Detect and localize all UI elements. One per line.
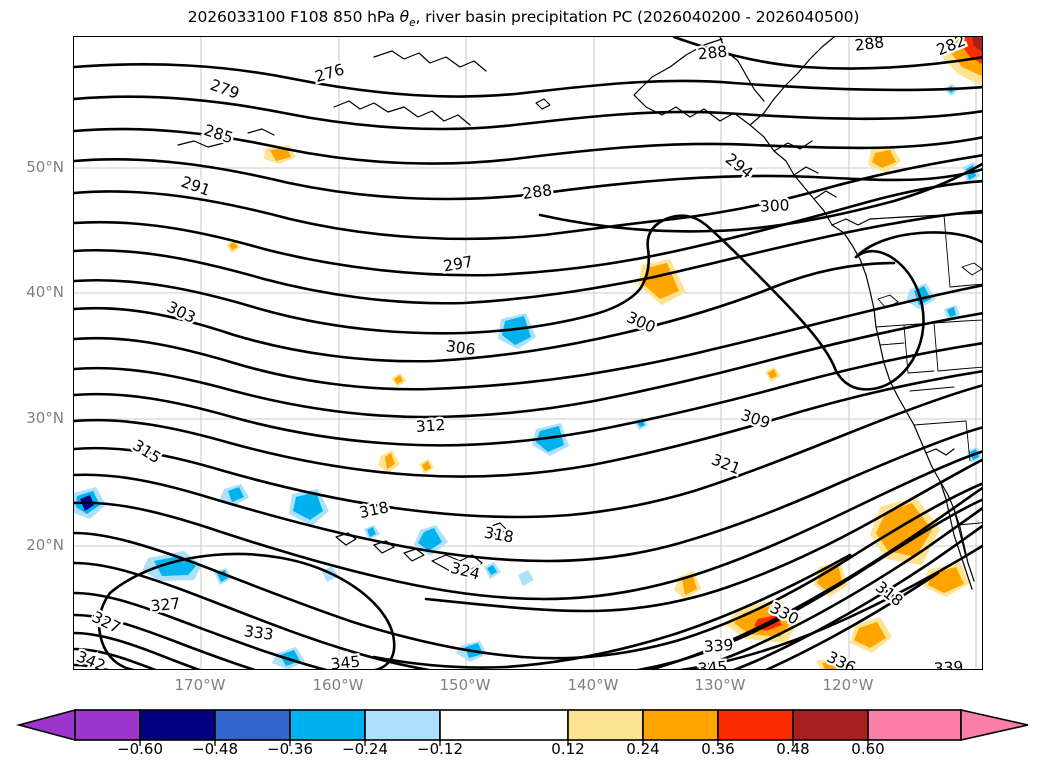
- colorbar-under-arrow: [15, 708, 76, 742]
- colorbar-band-darkred: [792, 709, 869, 741]
- svg-text:276: 276: [313, 60, 346, 85]
- svg-text:300: 300: [759, 196, 789, 216]
- map-plot-area[interactable]: 288 288 282 276 279 285 291 288 294 300 …: [73, 36, 983, 670]
- colorbar-tick-label-8: 0.48: [776, 740, 810, 758]
- theta-e-contours: [74, 37, 982, 669]
- svg-text:345: 345: [330, 653, 361, 670]
- colorbar-band-purple: [74, 709, 141, 741]
- colorbar-tick-label-9: 0.60: [851, 740, 885, 758]
- svg-text:327: 327: [89, 608, 123, 637]
- page-title: 2026033100 F108 850 hPa θe, river basin …: [0, 8, 1047, 29]
- x-tick-label-140w: 140°W: [567, 676, 619, 694]
- colorbar-tick-label-4: −0.12: [417, 740, 463, 758]
- colorbar-tick-label-5: 0.12: [551, 740, 585, 758]
- colorbar-band-cyan: [289, 709, 366, 741]
- colorbar-tick-label-1: −0.48: [192, 740, 238, 758]
- colorbar-over-arrow: [960, 709, 1029, 741]
- colorbar-band-navy: [139, 709, 216, 741]
- svg-text:288: 288: [697, 43, 728, 64]
- y-tick-label-40n: 40°N: [26, 283, 64, 301]
- svg-text:306: 306: [445, 337, 477, 359]
- colorbar-tick-label-0: −0.60: [117, 740, 163, 758]
- colorbar-segments: [15, 708, 1029, 742]
- svg-text:285: 285: [202, 121, 236, 147]
- colorbar-band-paleyellow: [567, 709, 644, 741]
- colorbar[interactable]: −0.60 −0.48 −0.36 −0.24 −0.12 0.12 0.24 …: [0, 700, 1047, 767]
- precip-pc-shading: [74, 37, 982, 669]
- svg-text:339: 339: [703, 636, 734, 656]
- x-tick-label-160w: 160°W: [312, 676, 364, 694]
- title-suffix: , river basin precipitation PC (20260402…: [415, 8, 860, 26]
- colorbar-ticks: [139, 740, 869, 746]
- colorbar-band-white: [439, 709, 569, 741]
- svg-text:345: 345: [697, 658, 728, 670]
- colorbar-band-royalblue: [214, 709, 291, 741]
- title-theta-symbol: θ: [399, 8, 410, 26]
- svg-text:288: 288: [854, 37, 886, 55]
- colorbar-band-orange: [642, 709, 719, 741]
- svg-text:297: 297: [442, 253, 474, 276]
- y-tick-label-20n: 20°N: [26, 536, 64, 554]
- title-prefix: 2026033100 F108 850 hPa: [187, 8, 400, 26]
- colorbar-tick-label-7: 0.36: [701, 740, 735, 758]
- svg-text:333: 333: [243, 622, 275, 644]
- svg-text:318: 318: [483, 524, 515, 547]
- x-tick-label-170w: 170°W: [174, 676, 226, 694]
- svg-text:339: 339: [933, 658, 964, 670]
- title-theta-subscript: e: [409, 17, 416, 30]
- y-tick-label-50n: 50°N: [26, 158, 64, 176]
- svg-text:327: 327: [150, 595, 181, 616]
- x-tick-label-120w: 120°W: [822, 676, 874, 694]
- colorbar-tick-label-2: −0.36: [267, 740, 313, 758]
- colorbar-band-lightblue: [364, 709, 441, 741]
- svg-text:324: 324: [449, 559, 482, 584]
- x-tick-label-150w: 150°W: [439, 676, 491, 694]
- svg-text:342: 342: [74, 647, 108, 670]
- svg-text:315: 315: [129, 436, 164, 467]
- svg-text:321: 321: [709, 450, 743, 478]
- svg-text:312: 312: [415, 416, 446, 436]
- y-tick-label-30n: 30°N: [26, 409, 64, 427]
- svg-text:288: 288: [521, 181, 553, 203]
- colorbar-tick-label-3: −0.24: [342, 740, 388, 758]
- colorbar-tick-label-6: 0.24: [626, 740, 660, 758]
- colorbar-band-orangered: [717, 709, 794, 741]
- svg-text:279: 279: [208, 76, 242, 103]
- colorbar-band-pink: [867, 709, 962, 741]
- x-tick-label-130w: 130°W: [694, 676, 746, 694]
- coastlines: [177, 37, 982, 590]
